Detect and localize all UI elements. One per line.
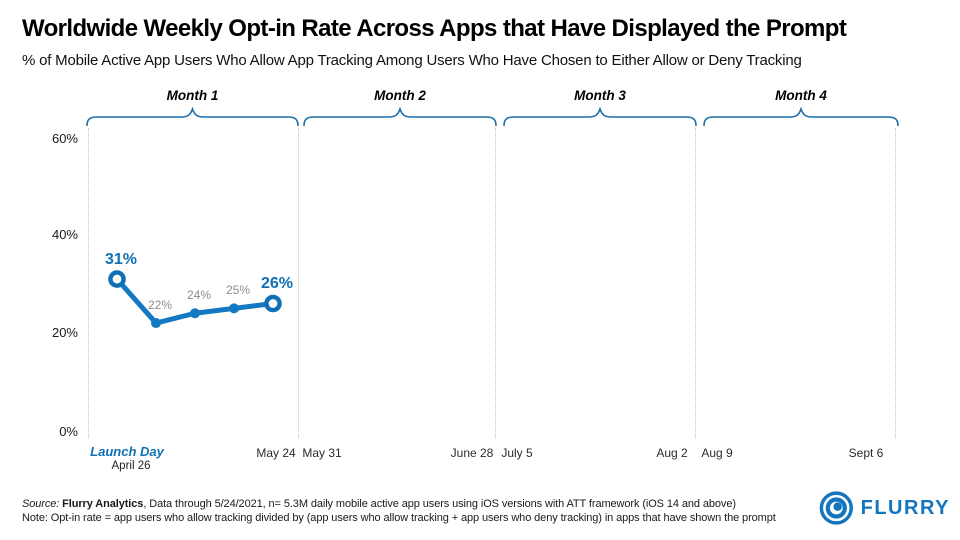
flurry-logo-icon (819, 491, 853, 525)
month-label: Month 3 (574, 88, 626, 103)
gridline (695, 128, 696, 438)
month-bracket-icon (703, 107, 899, 127)
month-bracket-icon (303, 107, 497, 127)
page-title: Worldwide Weekly Opt-in Rate Across Apps… (22, 15, 847, 42)
note-line: Note: Opt-in rate = app users who allow … (22, 512, 776, 524)
flurry-logo: FLURRY (818, 487, 950, 529)
gridline (495, 128, 496, 438)
x-label-aug-9: Aug 9 (701, 446, 733, 460)
gridline (88, 128, 89, 438)
source-rest: , Data through 5/24/2021, n= 5.3M daily … (143, 498, 736, 510)
data-point (190, 308, 200, 319)
month-group-3: Month 3 (503, 88, 697, 130)
y-tick-40: 40% (51, 227, 78, 242)
data-point-label: 22% (147, 298, 173, 313)
y-tick-60: 60% (51, 131, 78, 146)
month-group-1: Month 1 (86, 88, 299, 130)
data-point (264, 294, 282, 313)
page-subtitle: % of Mobile Active App Users Who Allow A… (22, 52, 802, 69)
flurry-logo-text: FLURRY (860, 496, 950, 519)
x-label-may-31: May 31 (302, 446, 342, 460)
source-name: Flurry Analytics (62, 498, 144, 510)
data-point-label: 24% (186, 288, 212, 303)
data-point (151, 318, 161, 329)
data-point-label: 31% (104, 251, 138, 269)
source-line: Source: Flurry Analytics, Data through 5… (22, 498, 822, 510)
x-label-may-24: May 24 (256, 446, 296, 460)
opt-in-rate-line (114, 276, 276, 326)
month-label: Month 4 (775, 88, 827, 103)
x-label-launch-day: Launch Day (90, 444, 164, 459)
source-label: Source: (22, 498, 63, 510)
gridline (895, 128, 896, 438)
month-bracket-icon (86, 107, 299, 127)
x-label-july-5: July 5 (501, 446, 533, 460)
gridline (298, 128, 299, 438)
x-label-sept-6: Sept 6 (848, 446, 884, 460)
month-group-4: Month 4 (703, 88, 899, 130)
y-tick-0: 0% (59, 424, 78, 439)
x-label-april-26: April 26 (111, 460, 151, 472)
x-label-aug-2: Aug 2 (656, 446, 688, 460)
month-label: Month 2 (374, 88, 426, 103)
data-point (108, 270, 126, 288)
data-point (229, 303, 239, 314)
month-label: Month 1 (166, 88, 219, 103)
month-group-2: Month 2 (303, 88, 497, 130)
month-bracket-icon (503, 107, 697, 127)
x-label-june-28: June 28 (450, 446, 494, 460)
data-point-label: 26% (260, 275, 294, 293)
y-tick-20: 20% (51, 325, 78, 340)
data-point-label: 25% (225, 283, 251, 298)
